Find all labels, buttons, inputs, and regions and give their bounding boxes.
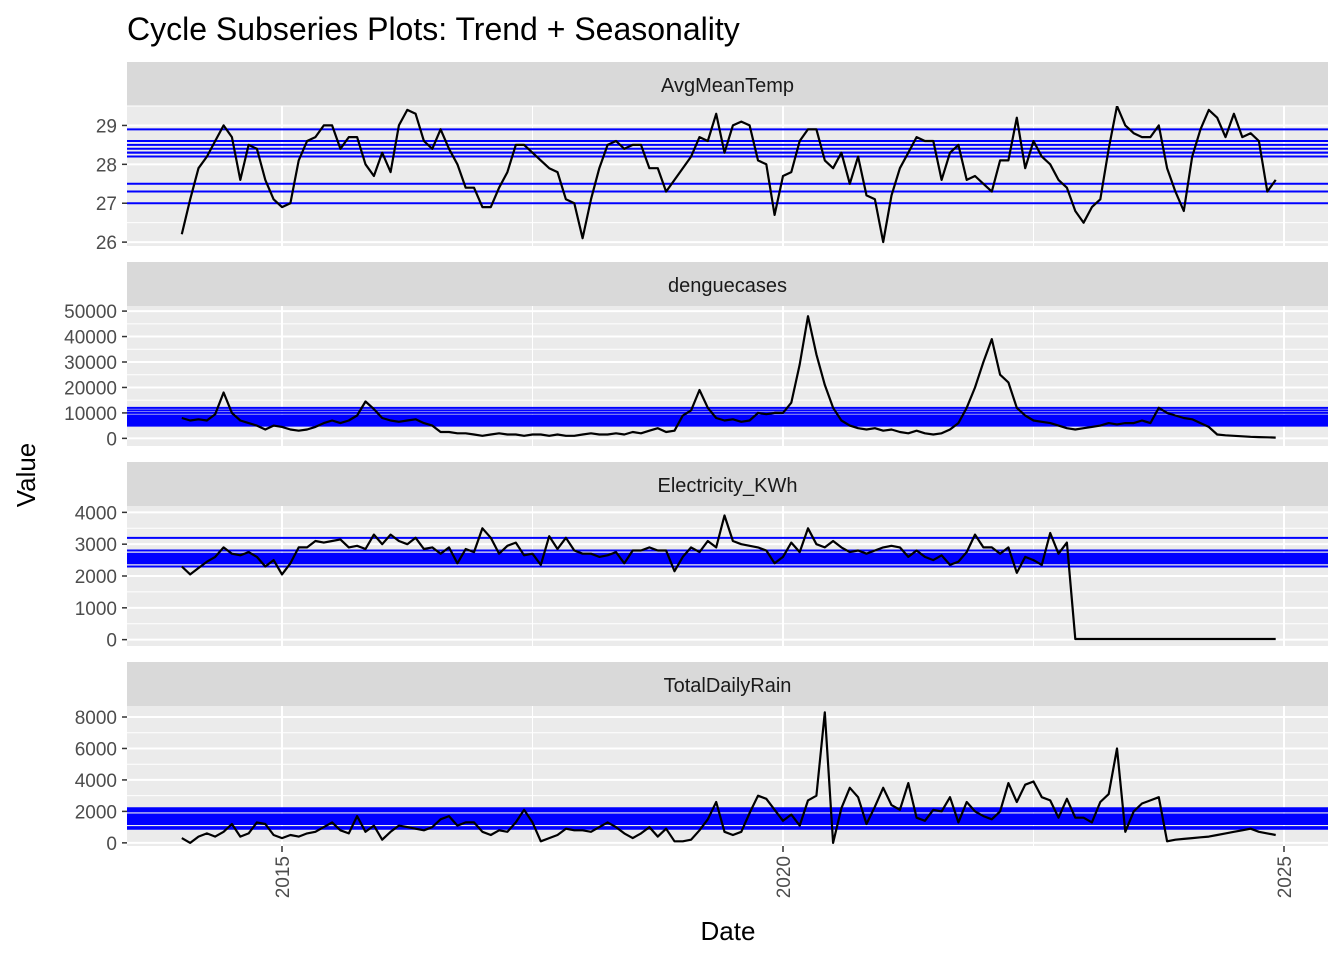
y-tick-label: 2000 bbox=[75, 802, 117, 823]
y-tick-label: 28 bbox=[96, 155, 117, 176]
y-tick-label: 8000 bbox=[75, 708, 117, 729]
panel-background bbox=[127, 106, 1328, 246]
panel-strip bbox=[127, 62, 1328, 106]
panel-strip-label: denguecases bbox=[668, 275, 787, 297]
y-tick-label: 30000 bbox=[64, 353, 117, 374]
y-tick-label: 29 bbox=[96, 116, 117, 137]
panel-strip bbox=[127, 662, 1328, 706]
panel-strip-label: TotalDailyRain bbox=[664, 675, 792, 697]
panel-content bbox=[127, 711, 1328, 845]
panel-strip-label: Electricity_KWh bbox=[657, 475, 797, 497]
y-tick-label: 4000 bbox=[75, 771, 117, 792]
series-line-denguecases bbox=[181, 315, 1276, 439]
panel-content bbox=[127, 514, 1328, 641]
panel-strip bbox=[127, 462, 1328, 506]
panel-content bbox=[127, 106, 1328, 244]
y-tick-label: 2000 bbox=[75, 567, 117, 588]
y-axis-label: Value bbox=[11, 443, 41, 508]
y-tick-label: 20000 bbox=[64, 378, 117, 399]
y-tick-label: 0 bbox=[106, 429, 117, 450]
series-line-AvgMeanTemp bbox=[180, 106, 1277, 244]
y-tick-label: 40000 bbox=[64, 328, 117, 349]
y-tick-label: 4000 bbox=[75, 503, 117, 524]
x-tick-label: 2025 bbox=[1275, 856, 1296, 898]
panel-denguecases: denguecases 0 10000 20000 30000 40000 50000 bbox=[64, 262, 1328, 450]
x-axis: 2015 2020 2025 bbox=[273, 846, 1296, 898]
y-tick-label: 26 bbox=[96, 233, 117, 254]
y-tick-label: 10000 bbox=[64, 404, 117, 425]
panel-TotalDailyRain: TotalDailyRain 0 2000 4000 6000 8000 bbox=[75, 662, 1328, 855]
x-tick-label: 2015 bbox=[273, 856, 294, 898]
series-line-Electricity_KWh bbox=[181, 514, 1276, 641]
x-axis-label: Date bbox=[701, 916, 756, 946]
y-tick-label: 50000 bbox=[64, 302, 117, 323]
panel-strip bbox=[127, 262, 1328, 306]
panel-AvgMeanTemp: AvgMeanTemp 26 27 28 29 bbox=[96, 62, 1328, 254]
y-tick-label: 27 bbox=[96, 194, 117, 215]
chart-title: Cycle Subseries Plots: Trend + Seasonali… bbox=[127, 11, 740, 47]
y-tick-label: 0 bbox=[106, 631, 117, 652]
y-tick-label: 6000 bbox=[75, 739, 117, 760]
y-tick-label: 1000 bbox=[75, 599, 117, 620]
y-tick-label: 0 bbox=[106, 834, 117, 855]
y-tick-label: 3000 bbox=[75, 535, 117, 556]
panel-strip-label: AvgMeanTemp bbox=[661, 75, 794, 97]
series-line-TotalDailyRain bbox=[181, 711, 1276, 845]
panel-content bbox=[127, 315, 1328, 439]
panels: AvgMeanTemp26272829denguecases0100002000… bbox=[64, 62, 1328, 855]
panel-background bbox=[127, 706, 1328, 846]
panel-Electricity_KWh: Electricity_KWh 0 1000 2000 3000 4000 bbox=[75, 462, 1328, 652]
x-tick-label: 2020 bbox=[774, 856, 795, 898]
